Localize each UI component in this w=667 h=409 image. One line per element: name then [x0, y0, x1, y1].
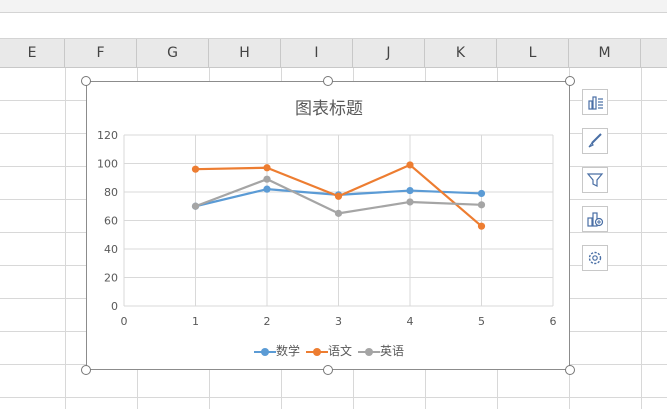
- resize-handle-top[interactable]: [323, 76, 333, 86]
- column-header-f[interactable]: F: [65, 39, 137, 67]
- column-header-k[interactable]: K: [425, 39, 497, 67]
- resize-handle-bottom-right[interactable]: [565, 365, 575, 375]
- legend-label: 数学: [275, 344, 300, 358]
- column-header-row: E F G H I J K L M: [0, 39, 667, 68]
- chart-plot-area[interactable]: 0 20 40 60 80 100 120 0 1 2 3 4 5 6: [87, 82, 571, 371]
- legend-entry[interactable]: 英语: [358, 342, 404, 359]
- y-tick-label: 20: [104, 272, 118, 285]
- y-tick-label: 60: [104, 215, 118, 228]
- y-tick-label: 100: [97, 158, 118, 171]
- data-point: [191, 202, 200, 210]
- chart-filter-button[interactable]: [582, 167, 608, 193]
- legend-entry[interactable]: 数学: [253, 342, 300, 359]
- legend-marker: [253, 347, 276, 357]
- resize-handle-top-left[interactable]: [81, 76, 91, 86]
- legend-label: 语文: [327, 344, 352, 358]
- chart-layout-icon: [587, 212, 604, 227]
- data-point: [334, 192, 343, 200]
- column-header-h[interactable]: H: [209, 39, 281, 67]
- data-point: [263, 164, 271, 172]
- x-tick-label: 1: [192, 315, 199, 328]
- chart-title[interactable]: 图表标题: [295, 99, 363, 119]
- data-point: [477, 201, 486, 209]
- x-tick-label: 2: [264, 315, 271, 328]
- y-tick-label: 0: [111, 300, 118, 313]
- legend-entry[interactable]: 语文: [305, 342, 352, 359]
- chart-settings-button[interactable]: [582, 245, 608, 271]
- data-point: [406, 161, 414, 169]
- data-point: [263, 175, 271, 183]
- data-point: [334, 209, 343, 217]
- legend-marker: [305, 347, 328, 357]
- column-header-m[interactable]: M: [569, 39, 641, 67]
- chart-elements-icon: [588, 96, 603, 110]
- x-tick-label: 4: [407, 315, 414, 328]
- data-point: [477, 189, 486, 198]
- column-header-j[interactable]: J: [353, 39, 425, 67]
- settings-gear-icon: [588, 251, 602, 265]
- column-header-next[interactable]: [641, 39, 667, 67]
- column-header-g[interactable]: G: [137, 39, 209, 67]
- data-point: [191, 165, 200, 173]
- column-header-i[interactable]: I: [281, 39, 353, 67]
- y-tick-label: 120: [97, 129, 118, 142]
- x-tick-label: 5: [478, 315, 485, 328]
- chart-object[interactable]: 图表标题 0 20 40 60 80 100 120 0 1 2 3 4 5 6 数学 语文 英语: [86, 81, 570, 370]
- chart-style-button[interactable]: [582, 128, 608, 154]
- data-point: [263, 185, 271, 193]
- chart-elements-button[interactable]: [582, 89, 608, 115]
- resize-handle-top-right[interactable]: [565, 76, 575, 86]
- chart-filter-icon: [586, 173, 604, 187]
- y-tick-label: 80: [104, 186, 118, 199]
- x-tick-label: 0: [121, 315, 128, 328]
- x-tick-label: 3: [335, 315, 342, 328]
- chart-style-brush-icon: [588, 133, 602, 148]
- y-tick-label: 40: [104, 243, 118, 256]
- resize-handle-bottom-left[interactable]: [81, 365, 91, 375]
- column-header-e[interactable]: E: [0, 39, 65, 67]
- column-header-l[interactable]: L: [497, 39, 569, 67]
- data-point: [477, 222, 486, 230]
- legend-label: 英语: [380, 344, 405, 358]
- ribbon-edge: [0, 0, 667, 13]
- x-tick-label: 6: [550, 315, 557, 328]
- data-point: [406, 198, 414, 206]
- chart-legend[interactable]: 数学 语文 英语: [87, 342, 571, 359]
- resize-handle-bottom[interactable]: [323, 365, 333, 375]
- chart-layout-button[interactable]: [582, 206, 608, 232]
- legend-marker: [358, 347, 380, 357]
- formula-bar[interactable]: [0, 13, 667, 39]
- data-point: [406, 186, 414, 195]
